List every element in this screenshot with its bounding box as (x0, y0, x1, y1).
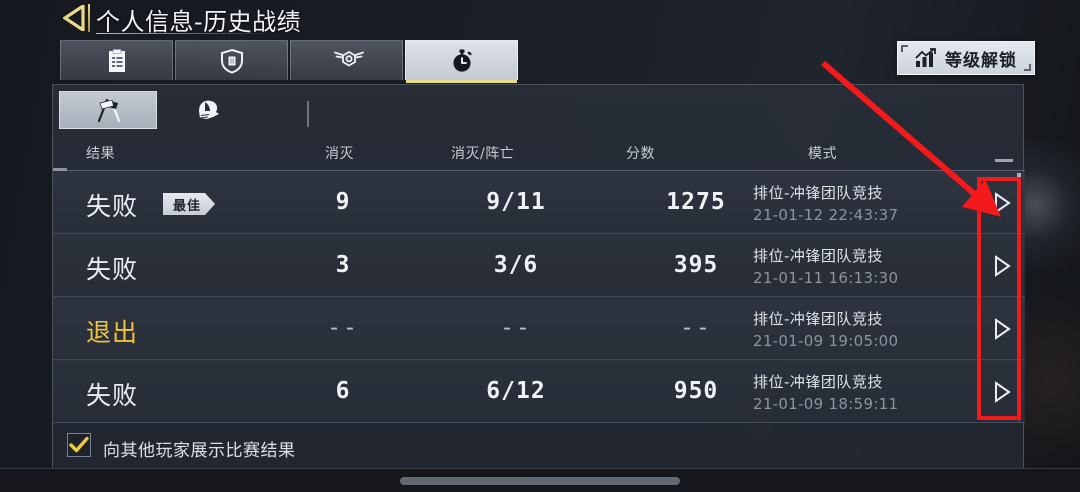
match-kills: 6 (335, 378, 351, 404)
match-mode-block: 排位-冲锋团队竞技 21-01-09 19:05:00 (753, 308, 963, 350)
match-kd: 6/12 (486, 378, 546, 404)
match-mode-block: 排位-冲锋团队竞技 21-01-12 22:43:37 (753, 182, 963, 224)
page-title: 个人信息-历史战绩 (96, 8, 302, 36)
stopwatch-icon (449, 48, 475, 74)
match-result: 失败 (86, 192, 139, 221)
column-header-kd: 消灭/阵亡 (451, 146, 515, 162)
table-row[interactable]: 失败 3 3/6 395 排位-冲锋团队竞技 21-01-11 16:13:30 (53, 234, 1025, 297)
winged-badge-icon (333, 48, 364, 74)
match-kills: 3 (335, 252, 351, 278)
main-tab-bar (60, 40, 520, 83)
match-kd: -- (500, 315, 532, 341)
match-date: 21-01-09 18:59:11 (753, 395, 899, 413)
match-result: 失败 (86, 255, 139, 284)
match-mode: 排位-冲锋团队竞技 (753, 247, 883, 265)
show-results-checkbox[interactable] (67, 433, 91, 457)
vertical-scrollbar[interactable] (1017, 173, 1021, 423)
home-indicator[interactable] (400, 477, 680, 485)
match-score: -- (680, 315, 712, 341)
match-kills: -- (327, 315, 359, 341)
checkmark-icon (69, 436, 89, 453)
match-kills: 9 (335, 189, 351, 215)
play-replay-button[interactable] (988, 252, 1016, 280)
play-replay-button[interactable] (988, 315, 1016, 343)
show-results-label: 向其他玩家展示比赛结果 (103, 441, 296, 461)
match-history-list: 失败 最佳 9 9/11 1275 排位-冲锋团队竞技 21-01-12 22:… (53, 171, 1025, 423)
match-mode: 排位-冲锋团队竞技 (753, 310, 883, 328)
column-header-mode: 模式 (808, 146, 837, 162)
play-replay-button[interactable] (988, 189, 1016, 217)
sub-tab-bar (59, 91, 309, 129)
match-score: 395 (673, 252, 719, 278)
tab-rank[interactable] (290, 40, 403, 80)
match-score: 950 (673, 378, 719, 404)
table-column-headers: 结果 消灭 消灭/阵亡 分数 模式 (53, 137, 1025, 171)
subtab-divider (307, 101, 309, 127)
tab-profile[interactable] (60, 40, 173, 80)
status-badge: 最佳 (163, 193, 215, 215)
match-kd: 3/6 (493, 252, 539, 278)
subtab-multiplayer[interactable] (59, 91, 157, 129)
table-row[interactable]: 失败 最佳 9 9/11 1275 排位-冲锋团队竞技 21-01-12 22:… (53, 171, 1025, 234)
match-date: 21-01-09 19:05:00 (753, 332, 899, 350)
level-unlock-button[interactable]: 等级解锁 (897, 41, 1035, 75)
match-result: 失败 (86, 381, 139, 410)
match-date: 21-01-11 16:13:30 (753, 269, 899, 287)
panel-footer: 向其他玩家展示比赛结果 (53, 423, 1025, 471)
column-header-kills: 消灭 (325, 146, 354, 162)
scrollbar-thumb[interactable] (1017, 173, 1021, 263)
match-score: 1275 (666, 189, 726, 215)
corner-bracket-tl (901, 45, 908, 52)
chart-growth-icon (915, 48, 937, 68)
level-unlock-label: 等级解锁 (945, 50, 1017, 71)
match-result: 退出 (86, 318, 139, 347)
match-mode: 排位-冲锋团队竞技 (753, 373, 883, 391)
match-date: 21-01-12 22:43:37 (753, 206, 899, 224)
column-header-score: 分数 (626, 146, 655, 162)
crossed-flags-icon (93, 97, 123, 123)
subtab-battle-royale[interactable] (159, 91, 257, 129)
table-row[interactable]: 退出 -- -- -- 排位-冲锋团队竞技 21-01-09 19:05:00 (53, 297, 1025, 360)
match-kd: 9/11 (486, 189, 546, 215)
helmet-icon (193, 97, 223, 123)
history-panel: 结果 消灭 消灭/阵亡 分数 模式 失败 最佳 9 9/11 1275 排位-冲… (52, 84, 1025, 472)
header-tick (53, 168, 67, 171)
tab-achievements[interactable] (175, 40, 288, 80)
scroll-marker (995, 159, 1013, 162)
system-gesture-area (0, 468, 1080, 492)
column-header-result: 结果 (86, 146, 115, 162)
table-row[interactable]: 失败 6 6/12 950 排位-冲锋团队竞技 21-01-09 18:59:1… (53, 360, 1025, 423)
title-separator (88, 4, 90, 32)
match-mode-block: 排位-冲锋团队竞技 21-01-11 16:13:30 (753, 245, 963, 287)
tab-history[interactable] (405, 40, 518, 83)
title-underline (96, 33, 280, 34)
match-mode-block: 排位-冲锋团队竞技 21-01-09 18:59:11 (753, 371, 963, 413)
shield-medal-icon (219, 48, 245, 74)
match-mode: 排位-冲锋团队竞技 (753, 184, 883, 202)
clipboard-list-icon (104, 48, 130, 74)
play-replay-button[interactable] (988, 378, 1016, 406)
corner-bracket-br (1024, 64, 1031, 71)
back-arrow-icon[interactable] (62, 4, 88, 32)
page-header: 个人信息-历史战绩 (0, 0, 1080, 36)
